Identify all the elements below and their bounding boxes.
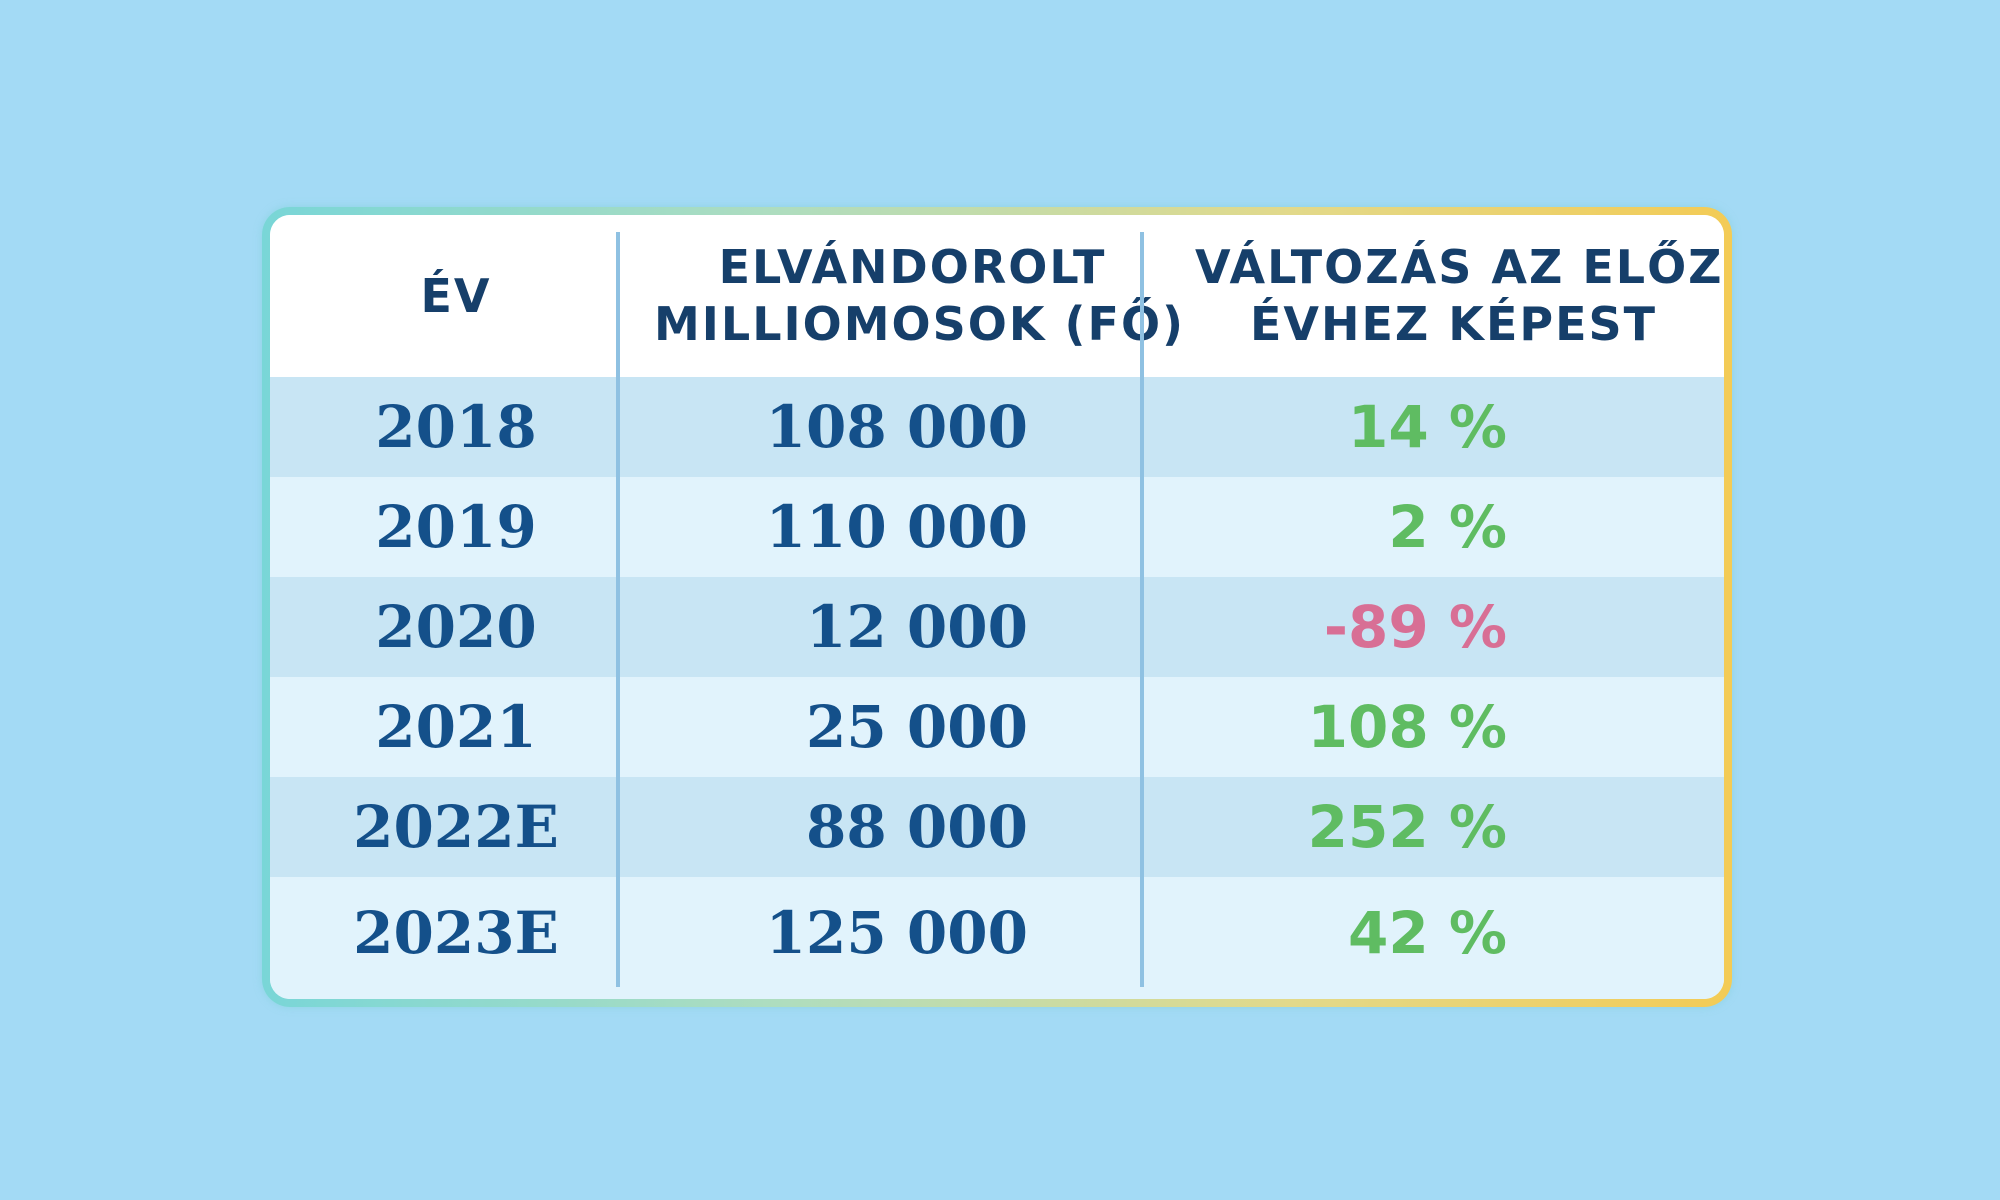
header-change-line-2: ÉVHEZ KÉPEST — [1249, 297, 1658, 351]
cell-change-percent: 108 % — [1183, 677, 1724, 777]
header-count: ELVÁNDOROLT MILLIOMOSOK (FŐ) — [642, 215, 1183, 377]
table-row: 2020 12 000 -89 % — [270, 577, 1724, 677]
cell-year: 2021 — [270, 677, 642, 777]
table-row: 2022E 88 000 252 % — [270, 777, 1724, 877]
header-count-line-1: ELVÁNDOROLT — [718, 240, 1107, 294]
cell-millionaire-count: 110 000 — [642, 477, 1183, 577]
cell-change-percent: -89 % — [1183, 577, 1724, 677]
emigration-table: ÉV ELVÁNDOROLT MILLIOMOSOK (FŐ) VÁLTOZÁS… — [270, 215, 1724, 999]
column-divider — [1140, 232, 1144, 987]
cell-year: 2023E — [270, 877, 642, 999]
table-row: 2023E 125 000 42 % — [270, 877, 1724, 999]
header-row: ÉV ELVÁNDOROLT MILLIOMOSOK (FŐ) VÁLTOZÁS… — [270, 215, 1724, 377]
table-row: 2018 108 000 14 % — [270, 377, 1724, 477]
header-year: ÉV — [270, 215, 642, 377]
cell-change-percent: 42 % — [1183, 877, 1724, 999]
header-count-line-2: MILLIOMOSOK (FŐ) — [654, 297, 1186, 351]
table-card-body: ÉV ELVÁNDOROLT MILLIOMOSOK (FŐ) VÁLTOZÁS… — [270, 215, 1724, 999]
cell-millionaire-count: 125 000 — [642, 877, 1183, 999]
column-divider — [616, 232, 620, 987]
cell-year: 2022E — [270, 777, 642, 877]
header-year-line: ÉV — [420, 268, 492, 323]
cell-year: 2018 — [270, 377, 642, 477]
cell-millionaire-count: 25 000 — [642, 677, 1183, 777]
header-change-line-1: VÁLTOZÁS AZ ELŐZŐ — [1195, 240, 1724, 294]
cell-year: 2019 — [270, 477, 642, 577]
cell-millionaire-count: 88 000 — [642, 777, 1183, 877]
cell-millionaire-count: 12 000 — [642, 577, 1183, 677]
table-row: 2019 110 000 2 % — [270, 477, 1724, 577]
cell-millionaire-count: 108 000 — [642, 377, 1183, 477]
cell-change-percent: 252 % — [1183, 777, 1724, 877]
cell-year: 2020 — [270, 577, 642, 677]
cell-change-percent: 2 % — [1183, 477, 1724, 577]
table-body: 2018 108 000 14 % 2019 110 000 2 % 2020 12 000-… — [270, 377, 1724, 999]
table-card: ÉV ELVÁNDOROLT MILLIOMOSOK (FŐ) VÁLTOZÁS… — [262, 207, 1732, 1007]
cell-change-percent: 14 % — [1183, 377, 1724, 477]
header-change: VÁLTOZÁS AZ ELŐZŐ ÉVHEZ KÉPEST — [1183, 215, 1724, 377]
table-row: 2021 25 000 108 % — [270, 677, 1724, 777]
